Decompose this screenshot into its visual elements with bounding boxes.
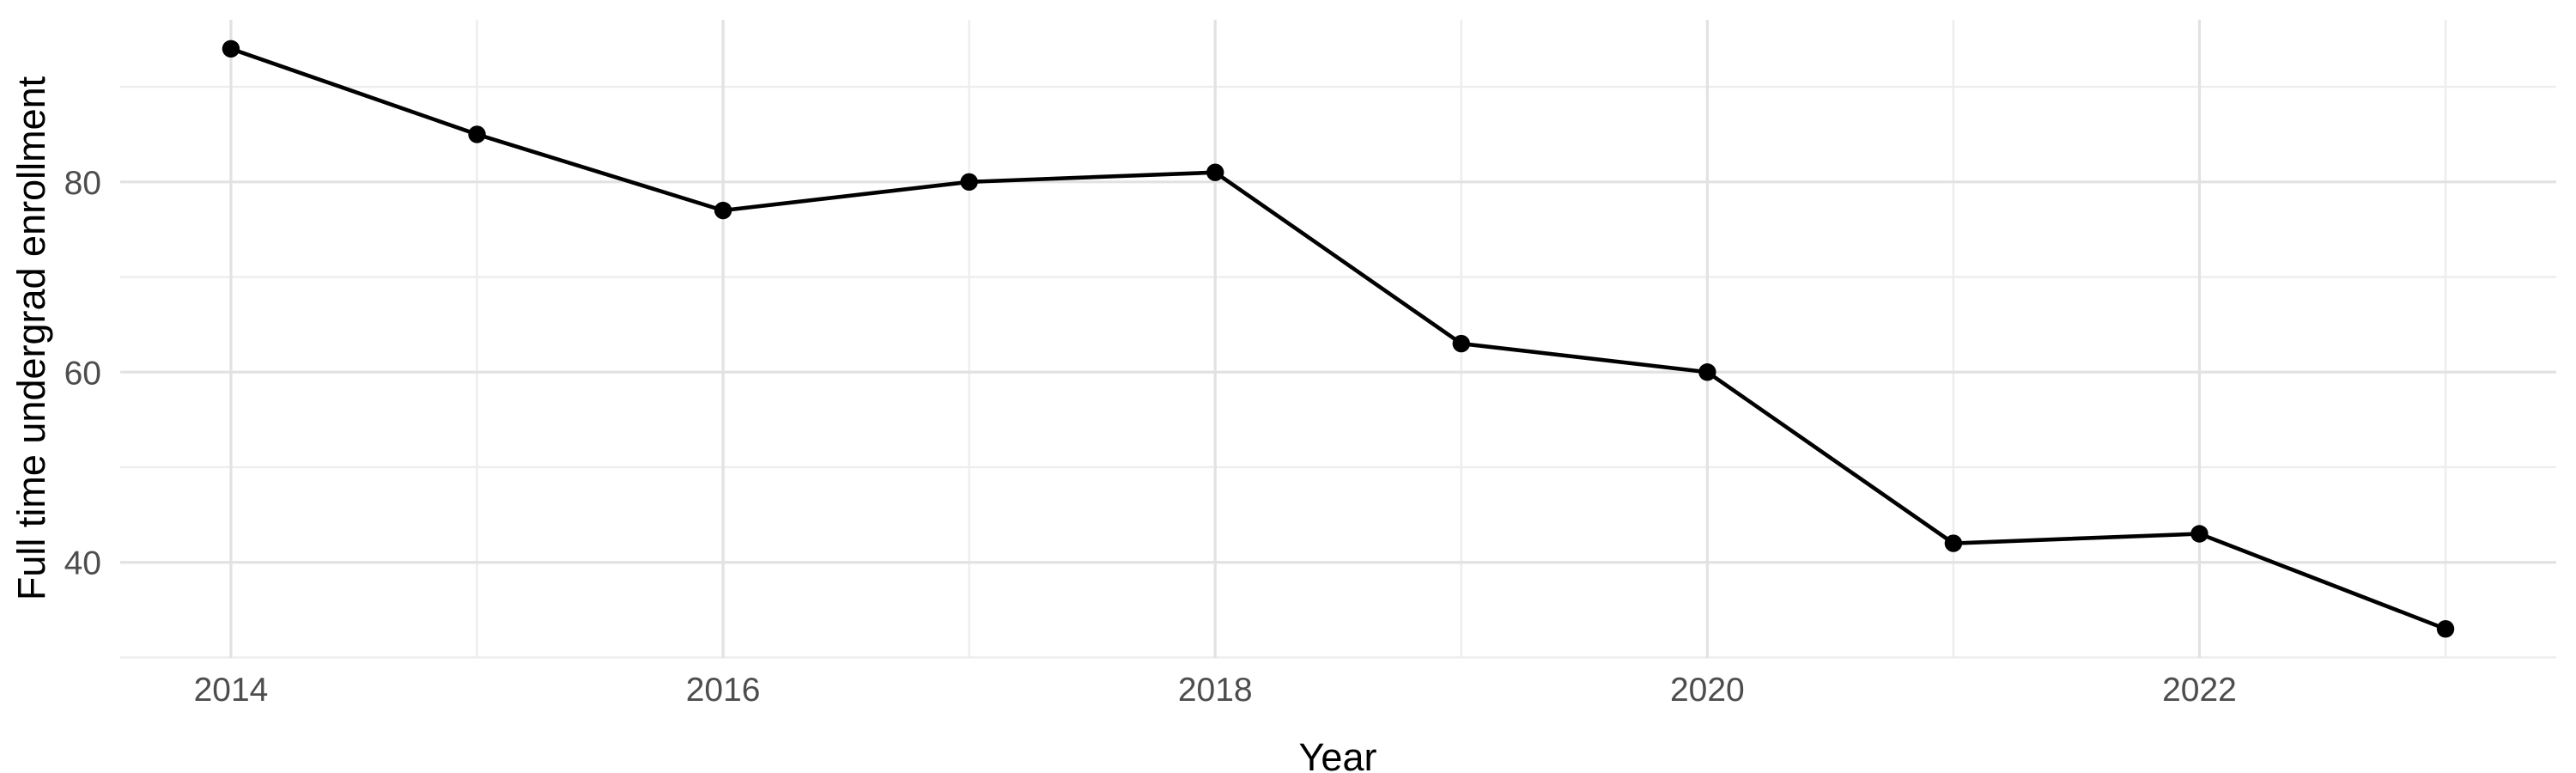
gridlines-major — [120, 20, 2556, 658]
data-point-2022 — [2190, 525, 2208, 543]
data-point-2020 — [1698, 363, 1716, 381]
data-point-2021 — [1944, 534, 1963, 552]
series-line — [230, 46, 2446, 631]
data-point-2015 — [468, 125, 486, 143]
x-tick-label: 2018 — [1178, 672, 1253, 709]
y-tick-label: 60 — [64, 355, 101, 392]
gridlines-minor — [120, 20, 2556, 659]
x-tick-label: 2022 — [2162, 672, 2237, 709]
data-point-2019 — [1452, 334, 1470, 353]
x-tick-label: 2016 — [686, 672, 761, 709]
x-tick-label: 2020 — [1670, 672, 1745, 709]
data-series — [222, 40, 2455, 638]
x-axis-tick-labels: 2014 2016 2018 2020 2022 — [194, 672, 2237, 709]
y-tick-label: 40 — [64, 545, 101, 582]
data-point-2016 — [714, 201, 732, 220]
data-point-2014 — [222, 40, 240, 58]
data-point-2018 — [1206, 163, 1224, 181]
y-axis-tick-labels: 40 60 80 — [64, 165, 101, 582]
y-axis-title: Full time undergrad enrollment — [9, 76, 53, 600]
data-point-2017 — [960, 173, 978, 191]
data-point-2023 — [2436, 620, 2455, 638]
y-tick-label: 80 — [64, 165, 101, 202]
x-axis-title: Year — [1299, 735, 1377, 773]
x-tick-label: 2014 — [194, 672, 269, 709]
